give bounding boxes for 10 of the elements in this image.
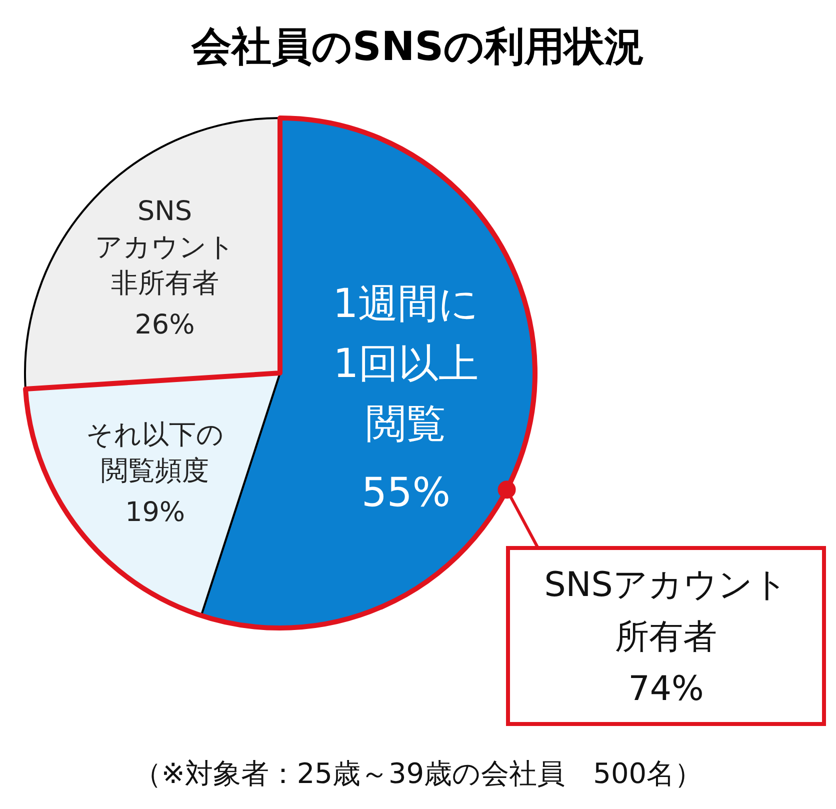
data-label: 19%: [125, 496, 186, 528]
data-label: 55%: [361, 470, 450, 516]
text: 74%: [628, 669, 704, 709]
slice-label: 1週間に1回以上閲覧: [332, 280, 480, 447]
text: （※対象者：25歳～39歳の会社員 500名）: [133, 757, 703, 790]
text: SNSアカウント所有者: [544, 565, 788, 657]
data-label: 26%: [134, 310, 195, 341]
chart-title: 会社員のSNSの利用状況: [190, 24, 645, 70]
slice-label: それ以下の閲覧頻度: [86, 419, 224, 486]
slice-label: SNSアカウント非所有者: [94, 196, 235, 300]
